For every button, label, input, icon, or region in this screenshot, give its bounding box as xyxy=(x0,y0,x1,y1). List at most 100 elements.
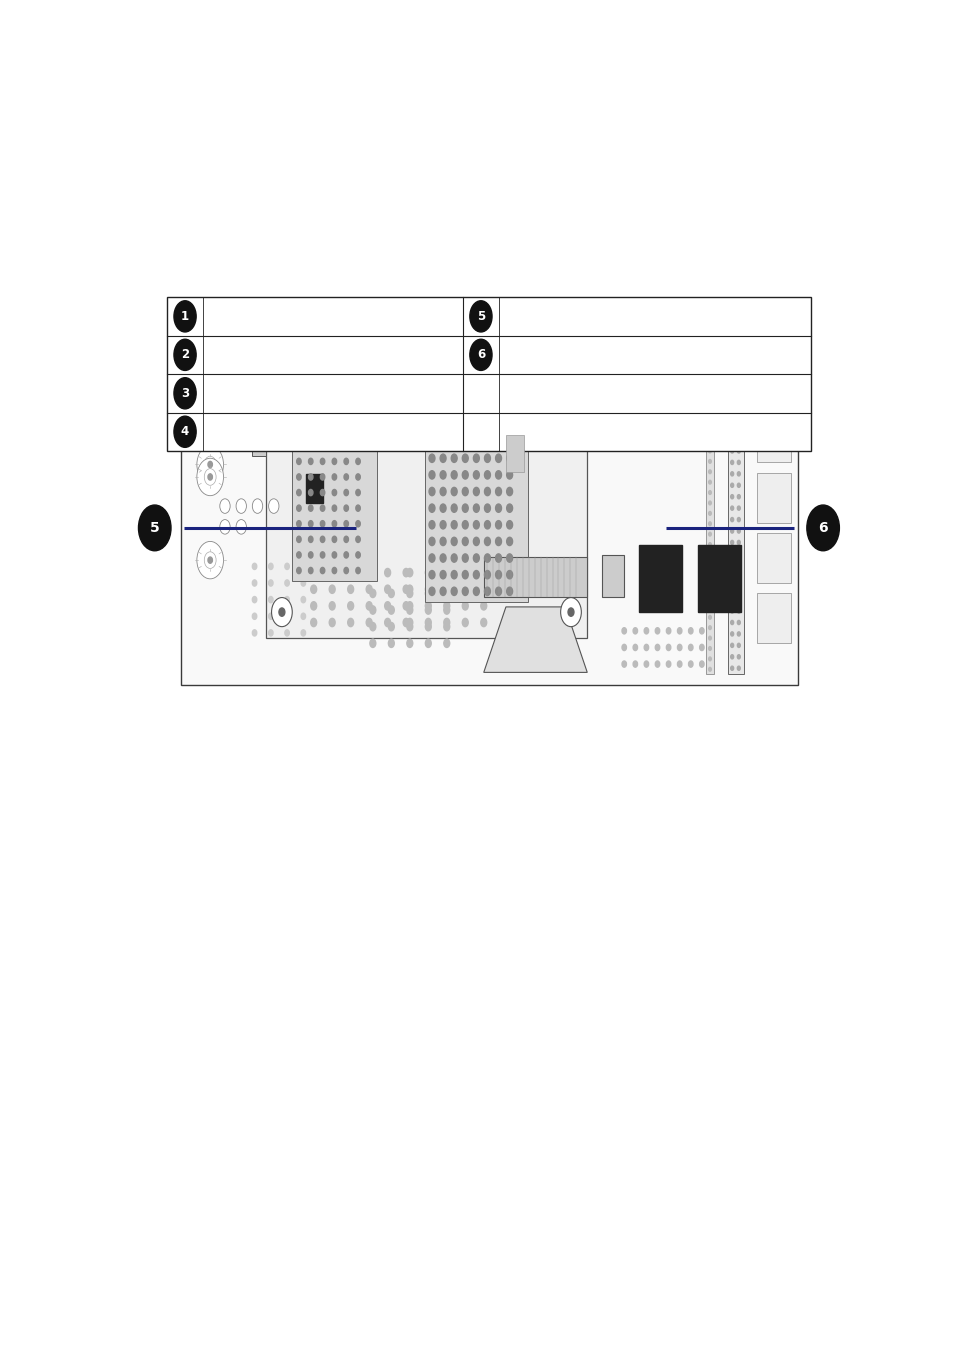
Circle shape xyxy=(366,602,372,610)
Circle shape xyxy=(629,402,633,408)
Circle shape xyxy=(425,606,431,614)
Circle shape xyxy=(269,498,278,513)
Circle shape xyxy=(308,552,313,558)
Circle shape xyxy=(272,394,292,424)
Circle shape xyxy=(506,504,512,512)
Circle shape xyxy=(296,567,301,574)
Circle shape xyxy=(451,554,456,562)
Circle shape xyxy=(308,474,313,481)
Circle shape xyxy=(252,498,262,513)
Circle shape xyxy=(388,622,394,630)
Circle shape xyxy=(708,636,711,640)
Circle shape xyxy=(506,521,512,529)
Circle shape xyxy=(708,626,711,629)
Text: 3: 3 xyxy=(181,387,189,400)
Circle shape xyxy=(208,370,213,377)
Circle shape xyxy=(429,471,435,479)
Circle shape xyxy=(355,567,360,574)
Circle shape xyxy=(332,567,336,574)
Circle shape xyxy=(737,437,740,441)
Circle shape xyxy=(344,521,348,526)
Circle shape xyxy=(308,458,313,464)
Circle shape xyxy=(462,521,468,529)
Circle shape xyxy=(308,567,313,574)
Circle shape xyxy=(708,470,711,474)
Circle shape xyxy=(296,505,301,512)
Circle shape xyxy=(384,585,390,594)
Circle shape xyxy=(506,554,512,562)
Circle shape xyxy=(384,602,390,610)
Circle shape xyxy=(204,468,216,485)
Circle shape xyxy=(737,427,740,431)
Circle shape xyxy=(737,552,740,556)
Circle shape xyxy=(347,585,354,594)
Circle shape xyxy=(730,494,733,498)
Circle shape xyxy=(529,404,541,421)
Circle shape xyxy=(272,598,292,626)
Circle shape xyxy=(567,405,574,413)
Circle shape xyxy=(204,364,216,381)
Circle shape xyxy=(406,618,413,626)
Circle shape xyxy=(708,647,711,651)
Circle shape xyxy=(425,589,431,598)
Circle shape xyxy=(347,618,354,626)
Circle shape xyxy=(495,571,501,579)
Circle shape xyxy=(737,621,740,625)
Circle shape xyxy=(730,381,733,385)
Circle shape xyxy=(439,504,446,512)
Circle shape xyxy=(470,339,492,370)
Circle shape xyxy=(737,575,740,579)
FancyBboxPatch shape xyxy=(757,352,790,402)
Circle shape xyxy=(655,644,659,651)
Circle shape xyxy=(196,354,223,391)
Circle shape xyxy=(730,437,733,441)
Circle shape xyxy=(439,554,446,562)
Circle shape xyxy=(730,414,733,418)
Circle shape xyxy=(470,301,492,332)
Circle shape xyxy=(495,454,501,463)
Circle shape xyxy=(462,602,468,610)
Circle shape xyxy=(355,490,360,495)
Circle shape xyxy=(308,536,313,543)
Circle shape xyxy=(628,351,637,363)
Circle shape xyxy=(429,521,435,529)
Circle shape xyxy=(708,616,711,620)
Circle shape xyxy=(296,474,301,481)
Circle shape xyxy=(332,536,336,543)
Circle shape xyxy=(737,644,740,648)
Circle shape xyxy=(730,563,733,567)
Circle shape xyxy=(677,628,681,634)
Circle shape xyxy=(737,632,740,636)
Circle shape xyxy=(451,537,456,545)
Circle shape xyxy=(252,629,256,636)
Circle shape xyxy=(713,402,718,408)
Circle shape xyxy=(384,618,390,626)
Circle shape xyxy=(562,383,567,390)
FancyBboxPatch shape xyxy=(252,404,265,456)
Circle shape xyxy=(406,639,413,648)
Circle shape xyxy=(252,597,256,602)
Circle shape xyxy=(296,552,301,558)
Circle shape xyxy=(708,481,711,485)
Circle shape xyxy=(406,622,413,630)
Circle shape xyxy=(737,483,740,487)
Circle shape xyxy=(355,458,360,464)
Circle shape xyxy=(296,536,301,543)
Circle shape xyxy=(252,613,256,620)
Circle shape xyxy=(443,568,449,576)
Circle shape xyxy=(730,404,733,408)
Circle shape xyxy=(602,402,606,408)
Text: 1: 1 xyxy=(181,310,189,323)
Circle shape xyxy=(730,609,733,613)
Circle shape xyxy=(370,639,375,648)
Circle shape xyxy=(311,618,316,626)
Circle shape xyxy=(731,348,735,354)
Circle shape xyxy=(690,351,699,363)
Circle shape xyxy=(711,351,720,363)
Circle shape xyxy=(301,563,305,570)
Circle shape xyxy=(616,402,619,408)
Circle shape xyxy=(730,506,733,510)
Circle shape xyxy=(708,532,711,536)
Circle shape xyxy=(320,474,324,481)
Circle shape xyxy=(332,474,336,481)
